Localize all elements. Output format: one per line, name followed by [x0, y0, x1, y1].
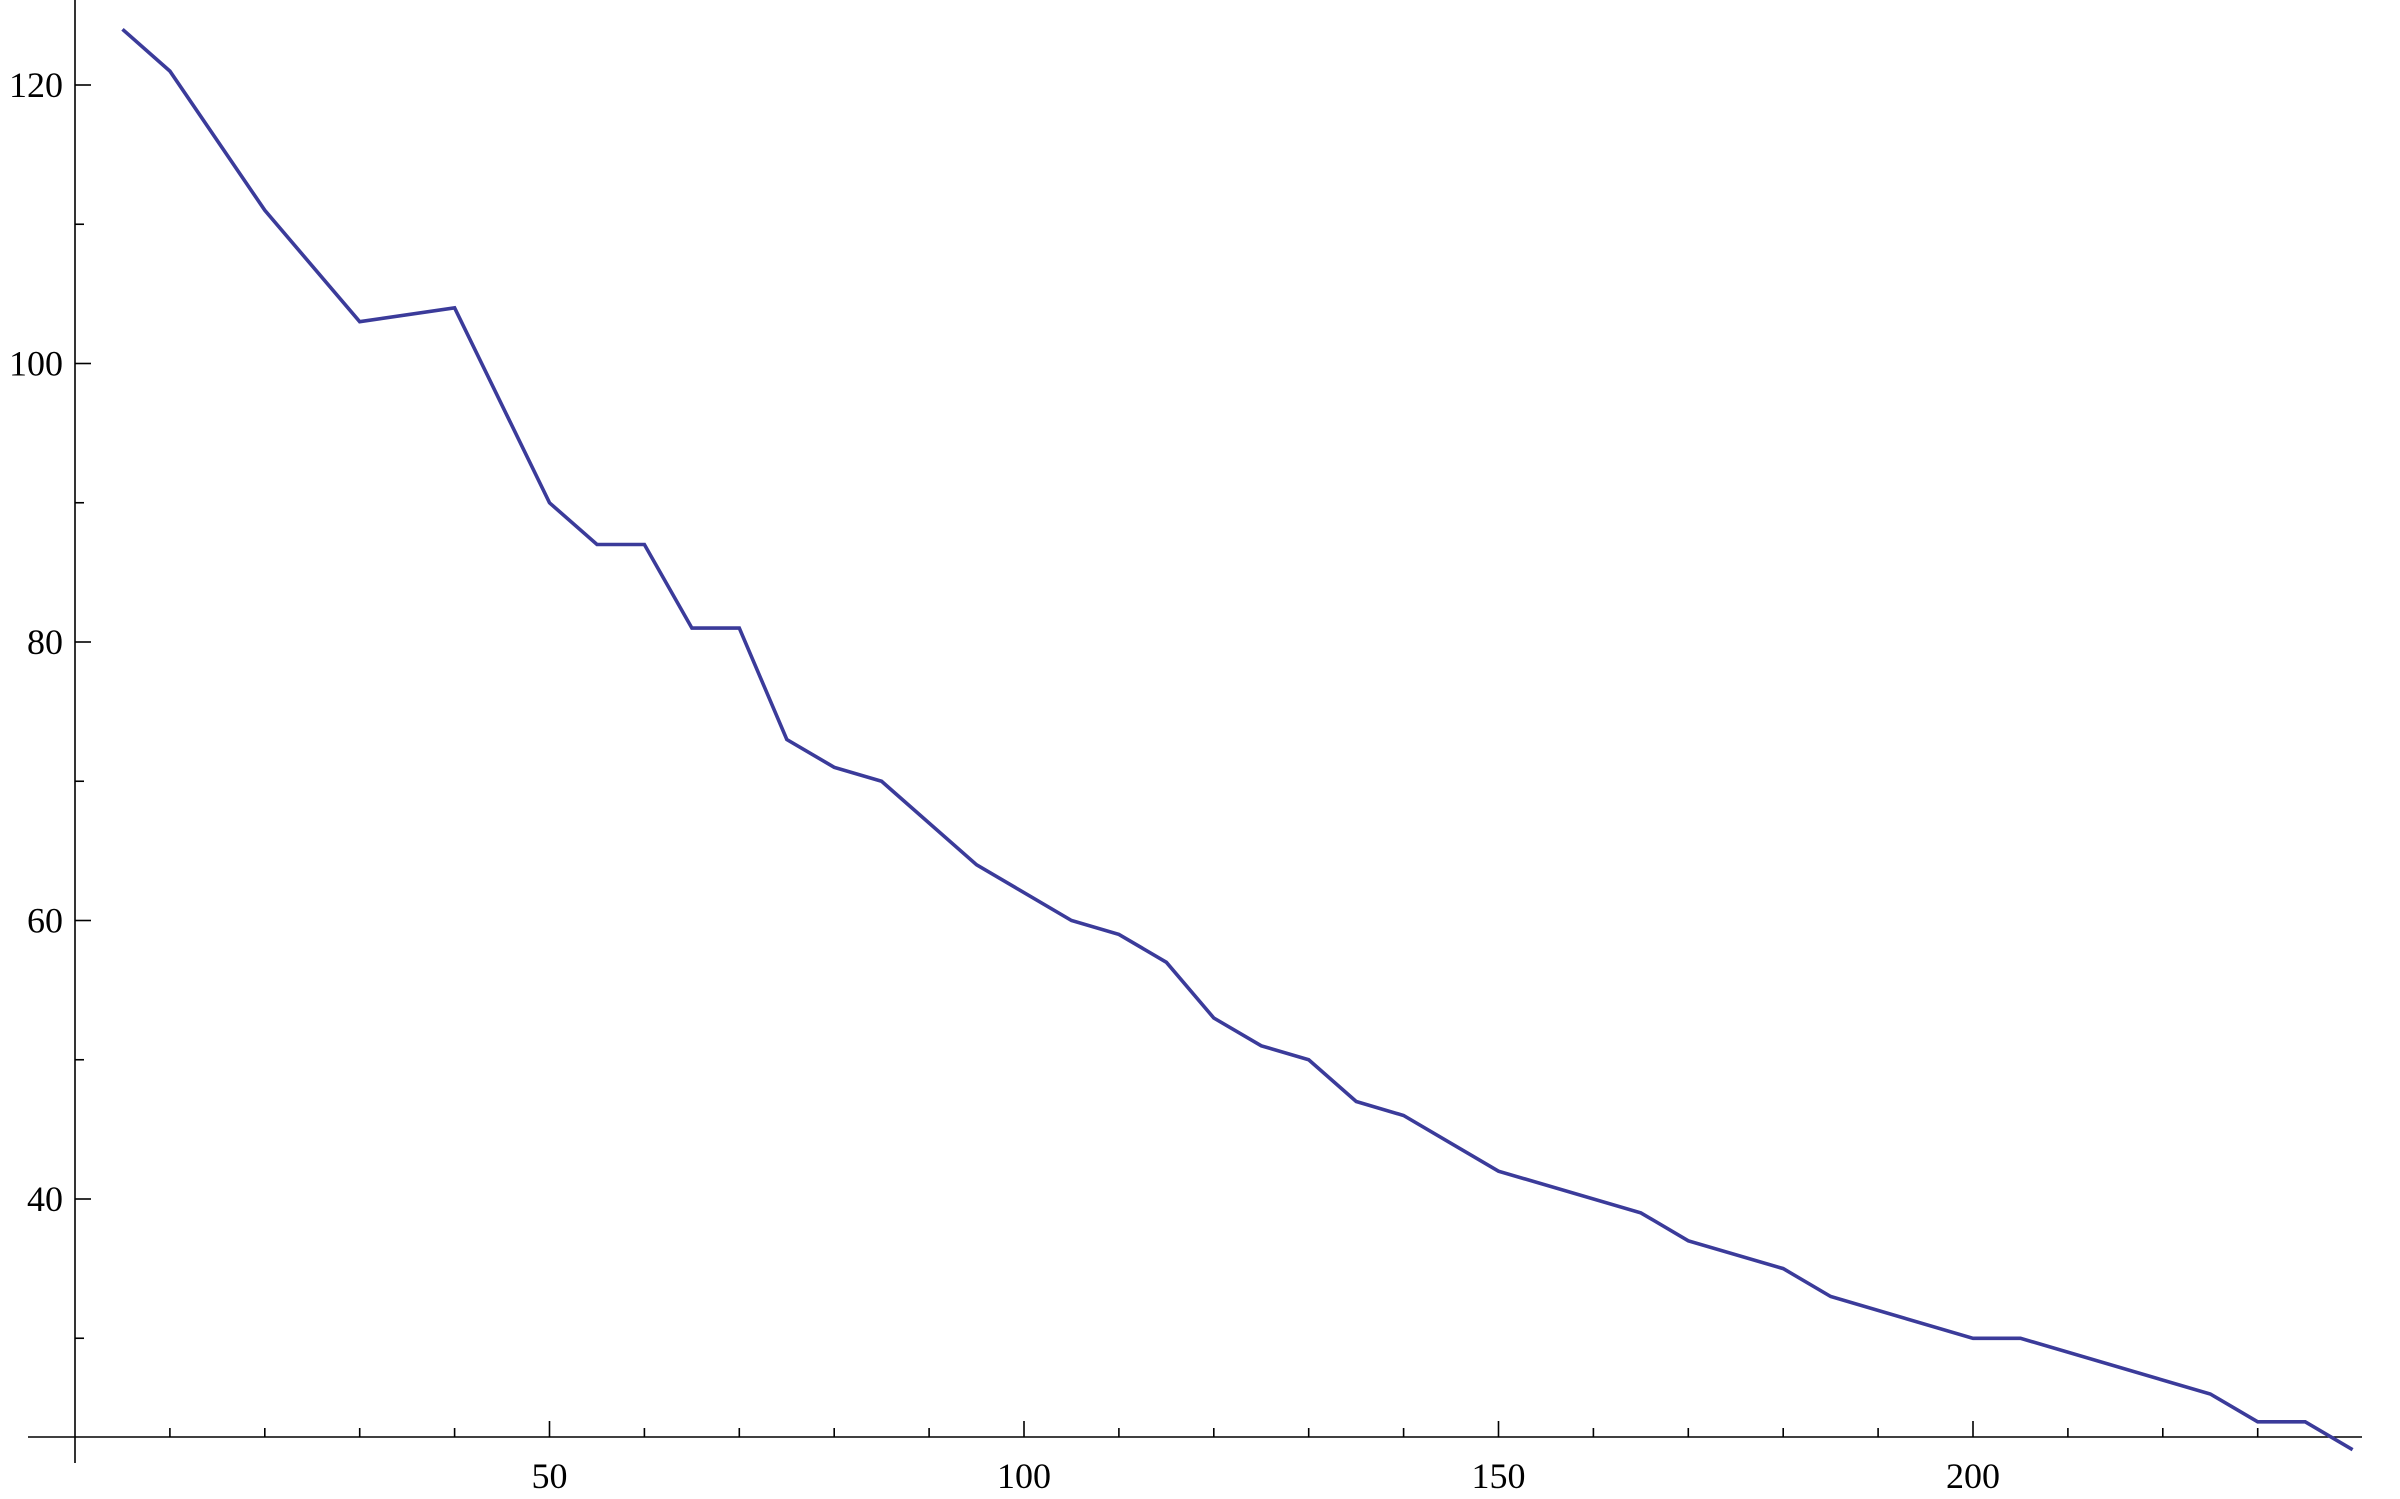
x-tick-label: 150: [1472, 1456, 1526, 1496]
x-tick-label: 50: [532, 1456, 568, 1496]
series-layer: [121, 27, 2354, 1452]
y-tick-label: 100: [9, 344, 63, 384]
y-tick-label: 60: [27, 901, 63, 941]
ticks: [75, 84, 2259, 1437]
x-tick-label: 200: [1946, 1456, 2000, 1496]
y-tick-label: 80: [27, 622, 63, 662]
x-tick-label: 100: [997, 1456, 1051, 1496]
tick-labels: 50 100 150 200 40 60 80 100 120: [9, 65, 2000, 1496]
axes: [28, 0, 2362, 1463]
y-tick-label: 120: [9, 65, 63, 105]
series-line-0: [121, 27, 2354, 1452]
y-tick-label: 40: [27, 1179, 63, 1219]
